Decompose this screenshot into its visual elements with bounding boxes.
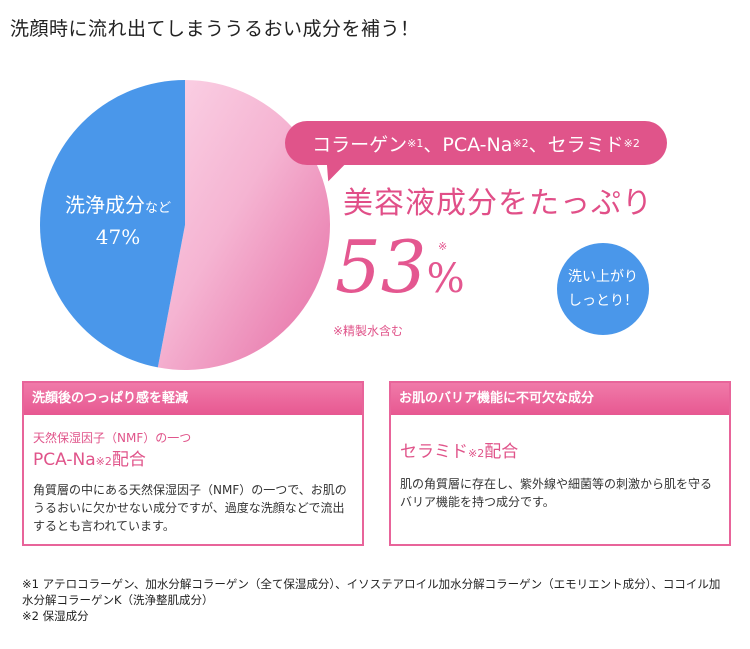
- moist-finish-line1: 洗い上がり: [568, 269, 638, 285]
- moist-finish-circle: 洗い上がり しっとり！: [557, 243, 649, 335]
- pie-label-wash-percent: 47%: [95, 225, 141, 249]
- ceramide-name-small: ※2: [468, 447, 485, 460]
- percent-53: 53% ※: [335, 222, 465, 312]
- bubble-s1: ※1: [407, 136, 424, 150]
- pie-slice-cleansing: [40, 80, 185, 368]
- footnote-1: ※1 アテロコラーゲン、加水分解コラーゲン（全て保湿成分）、イソステアロイル加水…: [22, 577, 721, 607]
- feature-box-ceramide: お肌のバリア機能に不可欠な成分 セラミド※2配合 肌の角質層に存在し、紫外線や細…: [389, 381, 731, 546]
- pca-name-suffix: 配合: [111, 450, 146, 470]
- feature-box-pca-desc: 角質層の中にある天然保湿因子（NMF）の一つで、お肌のうるおいに欠かせない成分で…: [33, 483, 347, 533]
- percent-mark: ※: [438, 240, 448, 253]
- note-purified-water: ※精製水含む: [333, 324, 404, 338]
- bubble-t2: 、PCA-Na: [423, 133, 513, 156]
- bubble-s3: ※2: [623, 136, 640, 150]
- beauty-essence-title: 美容液成分をたっぷり: [343, 186, 653, 221]
- ceramide-name-text: セラミド: [400, 442, 468, 462]
- feature-box-pca-header: 洗顔後のつっぱり感を軽減: [24, 383, 362, 415]
- feature-box-pca: 洗顔後のつっぱり感を軽減 天然保湿因子（NMF）の一つ PCA-Na※2配合 角…: [22, 381, 364, 546]
- percent-unit: %: [426, 256, 465, 302]
- feature-box-ceramide-desc: 肌の角質層に存在し、紫外線や細菌等の刺激から肌を守るバリア機能を持つ成分です。: [400, 477, 713, 509]
- feature-box-pca-name: PCA-Na※2配合: [33, 445, 146, 470]
- footnote-2: ※2 保湿成分: [22, 609, 89, 623]
- pie-label-wash-small: など: [145, 201, 172, 216]
- feature-box-ceramide-header: お肌のバリア機能に不可欠な成分: [391, 383, 729, 415]
- bubble-s2: ※2: [512, 136, 529, 150]
- feature-box-pca-sub: 天然保湿因子（NMF）の一つ: [33, 431, 192, 445]
- bubble-t3: 、セラミド: [528, 133, 624, 156]
- ingredient-bubble: コラーゲン ※1 、PCA-Na ※2 、セラミド ※2: [285, 121, 667, 165]
- feature-box-ceramide-name: セラミド※2配合: [400, 437, 518, 462]
- headline: 洗顔時に流れ出てしまううるおい成分を補う！: [10, 18, 420, 40]
- bubble-t1: コラーゲン: [312, 133, 408, 156]
- ceramide-name-suffix: 配合: [484, 442, 519, 462]
- pie-label-wash: 洗浄成分など 47%: [65, 192, 171, 252]
- moist-finish-line2: しっとり！: [568, 293, 638, 309]
- percent-number: 53: [335, 225, 427, 309]
- footnotes: ※1 アテロコラーゲン、加水分解コラーゲン（全て保湿成分）、イソステアロイル加水…: [22, 576, 722, 624]
- pca-name-small: ※2: [95, 455, 112, 468]
- pie-label-wash-text: 洗浄成分: [65, 193, 145, 217]
- pca-name-text: PCA-Na: [33, 450, 96, 470]
